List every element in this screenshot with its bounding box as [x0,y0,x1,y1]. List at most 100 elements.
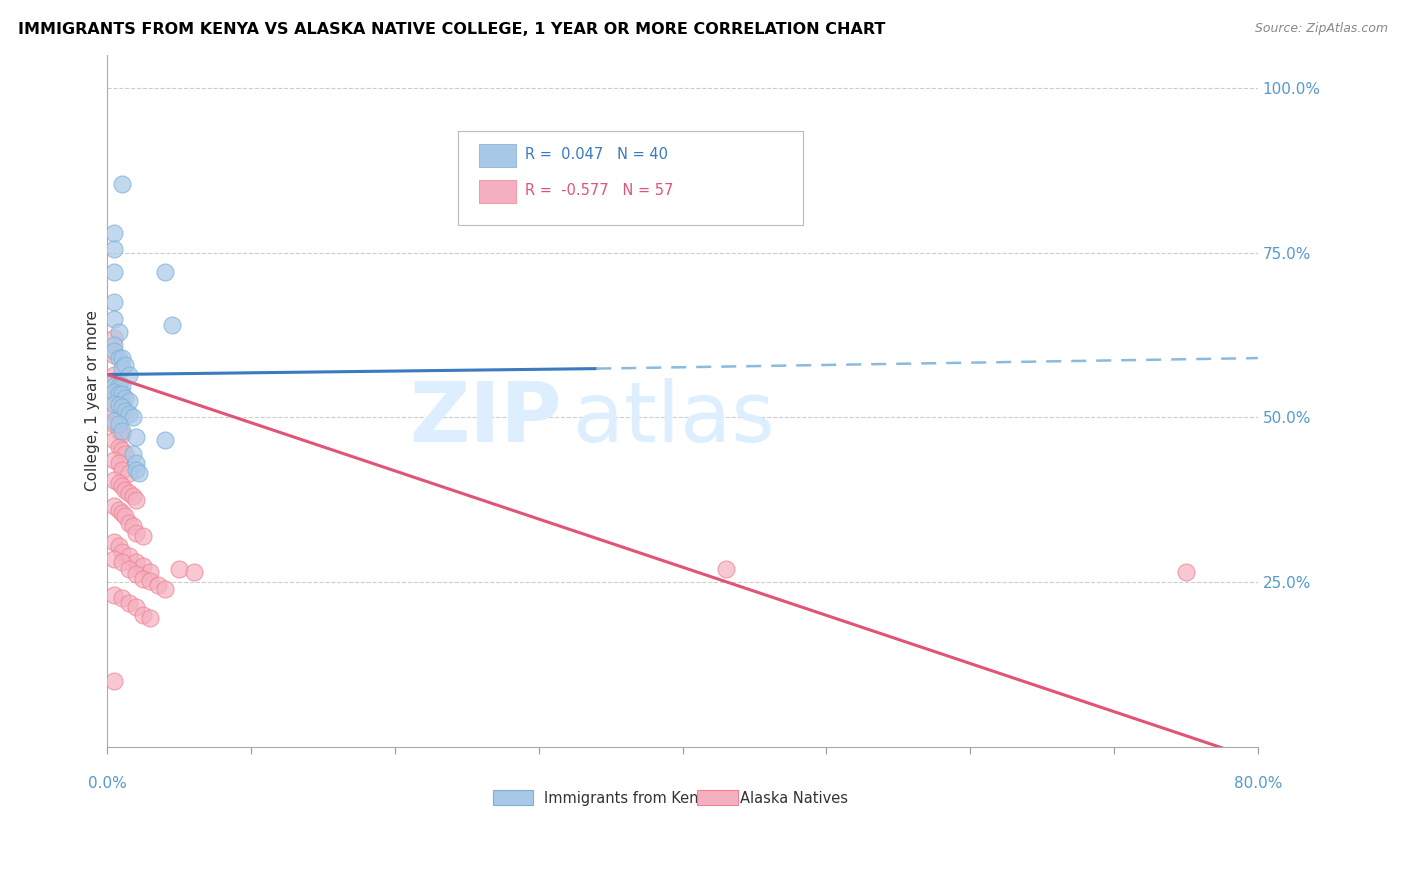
Point [114,483,136,497]
Point [118,562,141,576]
Point [132,529,155,543]
Point [139,565,162,579]
Text: R =  0.047   N = 40: R = 0.047 N = 40 [524,147,668,162]
Point [118,368,141,382]
Point [111,424,134,438]
Point [107,378,129,392]
Point [111,443,134,458]
Point [103,414,125,428]
Text: 0.0%: 0.0% [87,776,127,791]
Point [153,582,176,596]
Text: IMMIGRANTS FROM KENYA VS ALASKA NATIVE COLLEGE, 1 YEAR OR MORE CORRELATION CHART: IMMIGRANTS FROM KENYA VS ALASKA NATIVE C… [18,22,886,37]
Point [118,486,141,500]
Point [118,393,141,408]
Point [103,417,125,431]
Point [103,295,125,310]
Point [183,565,205,579]
Point [114,358,136,372]
Point [103,378,125,392]
Point [111,506,134,520]
Point [103,368,125,382]
Point [118,407,141,421]
Point [111,545,134,559]
Text: Source: ZipAtlas.com: Source: ZipAtlas.com [1254,22,1388,36]
Point [107,539,129,553]
Point [153,434,176,448]
Point [167,562,190,576]
FancyBboxPatch shape [458,131,803,225]
Point [107,417,129,431]
Point [132,572,155,586]
Point [103,311,125,326]
Point [714,562,737,576]
Point [128,467,150,481]
Point [107,440,129,454]
Point [114,509,136,524]
Point [122,410,145,425]
Point [107,457,129,471]
Point [111,555,134,569]
Point [125,430,148,444]
Point [103,374,125,388]
Point [103,226,125,240]
Point [107,325,129,339]
Point [103,348,125,362]
Point [125,463,148,477]
Point [103,331,125,345]
Point [114,391,136,405]
Point [122,519,145,533]
Point [125,555,148,569]
Point [153,265,176,279]
Point [118,516,141,530]
Point [125,492,148,507]
Point [103,434,125,448]
Point [125,525,148,540]
Point [103,473,125,487]
Point [103,397,125,411]
Point [103,407,125,421]
Point [103,500,125,514]
Point [103,535,125,549]
Point [107,476,129,491]
Point [107,424,129,438]
Point [103,552,125,566]
Point [111,397,134,411]
Point [111,361,134,376]
Point [118,596,141,610]
Point [103,588,125,602]
Point [111,387,134,401]
Point [103,673,125,688]
Point [103,385,125,400]
Point [103,243,125,257]
Point [103,344,125,359]
Text: ZIP: ZIP [409,377,562,458]
Point [111,591,134,606]
Point [132,607,155,622]
Point [107,351,129,365]
Point [111,426,134,441]
FancyBboxPatch shape [697,790,738,805]
Point [103,453,125,467]
Point [107,399,129,413]
Point [111,351,134,365]
Point [125,567,148,582]
Point [125,600,148,615]
FancyBboxPatch shape [492,790,533,805]
Point [139,574,162,588]
Text: Alaska Natives: Alaska Natives [740,791,848,806]
Point [160,318,183,333]
Point [107,387,129,401]
Text: atlas: atlas [574,377,775,458]
Point [111,378,134,392]
Point [1174,565,1197,579]
Text: Immigrants from Kenya: Immigrants from Kenya [544,791,717,806]
Point [122,446,145,460]
Point [139,611,162,625]
Point [103,338,125,352]
Point [111,401,134,415]
Point [118,549,141,563]
Text: 80.0%: 80.0% [1233,776,1282,791]
Point [118,467,141,481]
FancyBboxPatch shape [479,144,516,167]
Point [111,479,134,493]
